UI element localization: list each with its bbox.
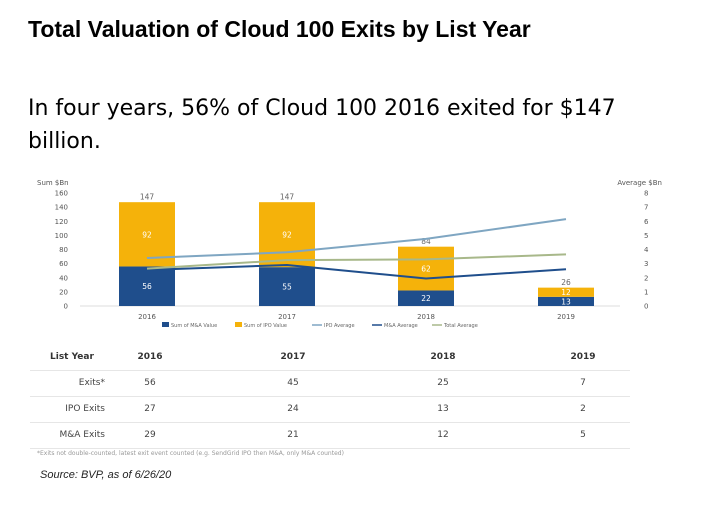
left-axis-label: Sum $Bn <box>37 179 69 187</box>
valuation-chart: Sum $Bn Average $Bn 0 20 40 60 80 100 120 140 160 0… <box>37 179 662 329</box>
y-tick-label: 120 <box>55 218 68 226</box>
bar-ipo <box>119 202 175 267</box>
legend-label: Sum of M&A Value <box>171 323 217 329</box>
page-subtitle: In four years, 56% of Cloud 100 2016 exi… <box>28 96 616 154</box>
bar-ipo <box>259 202 315 268</box>
y-tick-label: 60 <box>59 260 68 268</box>
legend-label: IPO Average <box>324 323 355 329</box>
legend-swatch <box>235 322 242 327</box>
table-row-label: M&A Exits <box>59 430 105 440</box>
bar-ma-label: 22 <box>421 294 431 303</box>
source-note: Source: BVP, as of 6/26/20 <box>40 469 172 481</box>
bar-ma <box>259 267 315 306</box>
bar-ma <box>398 290 454 306</box>
bar-total-label: 84 <box>421 237 431 246</box>
table-header-year: 2018 <box>430 352 456 362</box>
legend-label: Total Average <box>443 323 478 329</box>
table-cell: 12 <box>437 430 449 440</box>
line-series <box>146 253 567 270</box>
exits-table: List Year 2016 2017 2018 2019 Exits* 56 … <box>30 345 630 449</box>
table-row: M&A Exits 29 21 12 5 <box>30 423 630 449</box>
page-title: Total Valuation of Cloud 100 Exits by Li… <box>28 16 531 42</box>
bar-ipo-label: 92 <box>282 231 292 240</box>
table-row: IPO Exits 27 24 13 2 <box>30 397 630 423</box>
y-tick-label: 0 <box>64 303 68 311</box>
y2-tick-label: 2 <box>644 274 648 282</box>
line-series <box>146 218 567 259</box>
bar-ma-label: 55 <box>282 283 292 292</box>
table-cell: 56 <box>144 378 156 388</box>
table-cell: 5 <box>580 430 586 440</box>
table-cell: 25 <box>437 378 449 388</box>
bar-ipo-label: 92 <box>142 230 152 239</box>
y-tick-label: 40 <box>59 274 68 282</box>
bar-ipo <box>538 287 594 297</box>
y2-tick-label: 8 <box>644 190 648 198</box>
y2-tick-label: 3 <box>644 260 648 268</box>
table-row-label: IPO Exits <box>65 404 105 414</box>
bar-total-label: 26 <box>561 278 571 287</box>
y2-tick-label: 6 <box>644 218 649 226</box>
bar-total-label: 147 <box>140 193 155 202</box>
y2-tick-label: 4 <box>644 246 649 254</box>
table-header-label: List Year <box>50 352 94 362</box>
table-cell: 24 <box>287 404 299 414</box>
table-cell: 45 <box>287 378 299 388</box>
bar-ma-label: 56 <box>142 282 152 291</box>
legend-swatch <box>162 322 169 327</box>
y-tick-label: 160 <box>55 190 68 198</box>
table-header-year: 2019 <box>570 352 596 362</box>
legend-label: Sum of IPO Value <box>244 323 287 329</box>
y2-tick-label: 7 <box>644 204 648 212</box>
table-cell: 27 <box>144 404 156 414</box>
table-cell: 29 <box>144 430 156 440</box>
table-header-year: 2017 <box>280 352 306 362</box>
y2-tick-label: 5 <box>644 232 648 240</box>
table-header-row: List Year 2016 2017 2018 2019 <box>30 345 630 371</box>
table-cell: 2 <box>580 404 586 414</box>
legend-label: M&A Average <box>384 323 418 329</box>
table-row: Exits* 56 45 25 7 <box>30 371 630 397</box>
bar-ipo <box>398 246 454 291</box>
line-series <box>146 263 567 280</box>
x-tick-label: 2018 <box>417 313 435 321</box>
y-tick-label: 80 <box>59 246 68 254</box>
bar-ipo-label: 12 <box>561 288 571 297</box>
table-cell: 13 <box>437 404 449 414</box>
table-row-label: Exits* <box>78 378 105 388</box>
x-tick-label: 2016 <box>138 313 156 321</box>
table-cell: 21 <box>287 430 299 440</box>
y-tick-label: 20 <box>59 288 68 296</box>
table-header-year: 2016 <box>137 352 163 362</box>
bar-total-label: 147 <box>280 193 295 202</box>
x-tick-label: 2017 <box>278 313 296 321</box>
footnote: *Exits not double-counted, latest exit e… <box>37 450 344 457</box>
y2-tick-label: 1 <box>644 288 648 296</box>
y2-tick-label: 0 <box>644 303 648 311</box>
y-tick-label: 140 <box>55 204 68 212</box>
bar-ma <box>119 266 175 306</box>
right-axis-label: Average $Bn <box>617 179 662 187</box>
bar-ma-label: 13 <box>561 297 571 306</box>
table-cell: 7 <box>580 378 586 388</box>
y-tick-label: 100 <box>55 232 68 240</box>
bar-ma <box>538 296 594 306</box>
bar-ipo-label: 62 <box>421 265 431 274</box>
x-tick-label: 2019 <box>557 313 575 321</box>
